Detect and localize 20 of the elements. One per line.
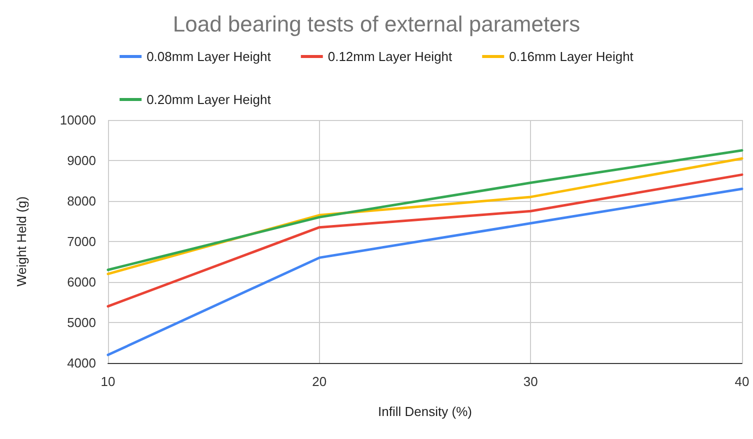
y-tick-label: 6000: [67, 274, 96, 290]
y-tick-label: 7000: [67, 234, 96, 249]
y-tick-label: 4000: [67, 356, 96, 370]
y-tick-label: 9000: [67, 153, 96, 168]
legend-label: 0.08mm Layer Height: [146, 49, 272, 64]
legend-label: 0.16mm Layer Height: [509, 49, 634, 64]
line-series: [106, 188, 744, 356]
y-tick-label: 10000: [60, 112, 96, 128]
line-series: [106, 173, 744, 308]
x-tick-label: 20: [312, 374, 327, 389]
x-tick-label: 40: [734, 374, 750, 389]
legend-label: 0.20mm Layer Height: [146, 92, 272, 107]
y-tick-label: 8000: [67, 194, 96, 208]
y-axis-title: Weight Held (g): [14, 196, 29, 287]
legend-label: 0.12mm Layer Height: [328, 49, 453, 64]
x-axis-title: Infill Density (%): [378, 404, 472, 419]
y-tick-label: 5000: [67, 315, 96, 330]
x-tick-label: 10: [100, 374, 116, 389]
chart-title: Load bearing tests of external parameters: [172, 12, 580, 36]
x-tick-label: 30: [523, 374, 538, 389]
